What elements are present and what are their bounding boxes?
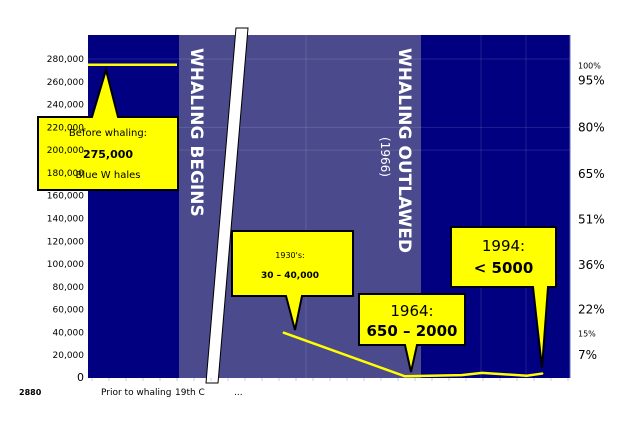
y-tick-label: 260,000	[47, 78, 84, 88]
callout-text: Before whaling:	[69, 128, 147, 139]
callout-3: 1964: 650 – 2000	[358, 293, 466, 373]
y-tick-label: 240,000	[47, 101, 84, 111]
axis-break	[205, 27, 249, 384]
y-tick-label: 20,000	[53, 351, 85, 361]
data-point	[542, 372, 544, 374]
callout-text: 1994:	[482, 237, 525, 255]
y-tick-label: 140,000	[47, 215, 84, 225]
band-sublabel-1966: (1966)	[378, 137, 392, 177]
callout-1: Before whaling: 275,000 Blue W hales	[37, 66, 179, 191]
right-tick-label: 51%	[578, 213, 605, 227]
y-tick-label: 80,000	[53, 283, 85, 293]
y-tick-label: 60,000	[53, 306, 85, 316]
right-tick-label: 80%	[578, 120, 605, 134]
callout-text: 275,000	[83, 148, 133, 161]
callout-text: 1964:	[390, 302, 433, 320]
right-tick-label: 7%	[578, 348, 597, 362]
callout-box	[37, 66, 179, 191]
data-point	[526, 375, 528, 377]
callout-text: Blue W hales	[76, 170, 141, 181]
callout-text: 1930's:	[275, 251, 304, 260]
data-point	[481, 372, 483, 374]
callout-box	[358, 293, 466, 373]
x-tick-label-overlap: 2880	[19, 388, 42, 397]
y-tick-label: 220,000	[47, 123, 84, 133]
right-tick-label: 22%	[578, 303, 605, 317]
callout-text: 30 – 40,000	[261, 271, 319, 281]
callout-text: 650 – 2000	[366, 322, 457, 340]
data-point	[282, 331, 284, 333]
population-line-modern	[282, 331, 544, 378]
callout-text: < 5000	[474, 259, 534, 277]
x-tick-label: ...	[234, 388, 243, 398]
y-tick-label: 0	[77, 371, 84, 384]
y-tick-label: 180,000	[47, 169, 84, 179]
band-label-whaling-outlawed: WHALING OUTLAWED	[394, 48, 414, 253]
right-tick-label: 95%	[578, 74, 605, 88]
callout-box	[450, 226, 557, 369]
y-tick-label: 40,000	[53, 328, 85, 338]
grid	[88, 35, 570, 378]
callout-box	[231, 230, 354, 331]
y-tick-label: 100,000	[47, 260, 84, 270]
y-tick-label: 200,000	[47, 146, 84, 156]
right-tick-label: 65%	[578, 167, 605, 181]
x-tick-label: 19th C	[175, 388, 205, 398]
right-tick-label: 36%	[578, 258, 605, 272]
y-tick-label: 280,000	[47, 55, 84, 65]
x-tick-label: Prior to whaling	[101, 388, 171, 398]
y-tick-label: 120,000	[47, 237, 84, 247]
callout-2: 1930's: 30 – 40,000	[231, 230, 354, 331]
data-point	[461, 374, 463, 376]
y-tick-label: 160,000	[47, 192, 84, 202]
right-tick-label: 100%	[578, 62, 601, 71]
data-point	[404, 375, 406, 377]
band-label-whaling-begins: WHALING BEGINS	[186, 48, 206, 217]
right-tick-label: 15%	[578, 329, 596, 338]
callout-4: 1994: < 5000	[450, 226, 557, 369]
